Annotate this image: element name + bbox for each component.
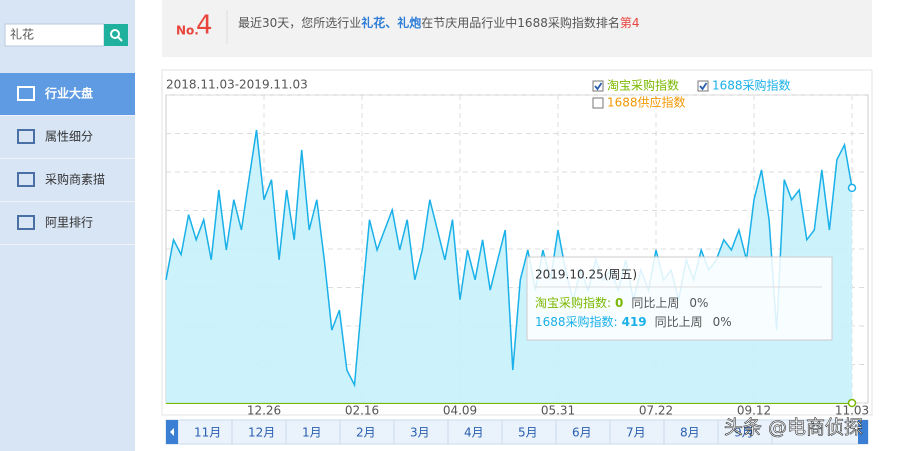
date-range: 2018.11.03-2019.11.03 <box>166 78 308 92</box>
watermark: 头条 @电商侦探 <box>724 417 863 439</box>
x-tick-label: 12.26 <box>247 404 281 418</box>
tooltip-label: 淘宝采购指数: <box>535 295 611 310</box>
month-label: 4月 <box>464 426 484 440</box>
month-label: 1月 <box>302 426 322 440</box>
x-tick-label: 04.09 <box>443 404 477 418</box>
tooltip-value: 419 <box>622 315 647 329</box>
menu-label: 采购商素描 <box>45 172 105 187</box>
search-text: 礼花 <box>10 27 34 42</box>
tooltip-compare: 同比上周 <box>655 315 703 329</box>
menu-label: 阿里排行 <box>45 216 93 230</box>
month-cell[interactable] <box>663 420 719 444</box>
nav-right[interactable] <box>858 420 868 444</box>
menu-icon <box>17 172 35 187</box>
hover-marker <box>847 183 857 193</box>
legend-label: 淘宝采购指数 <box>607 78 679 93</box>
search-icon <box>117 36 123 42</box>
month-cell[interactable] <box>555 420 611 444</box>
month-label: 8月 <box>680 426 700 440</box>
month-cell[interactable] <box>285 420 341 444</box>
tooltip-row: 1688采购指数: 419 同比上周 0% <box>535 314 732 329</box>
search-button[interactable] <box>104 24 128 46</box>
menu-item[interactable] <box>0 116 135 158</box>
check <box>594 82 603 91</box>
chart-frame <box>161 69 873 416</box>
tooltip <box>526 256 833 341</box>
month-cell[interactable] <box>231 420 287 444</box>
x-tick-label: 09.12 <box>737 404 771 418</box>
menu-icon <box>17 215 35 230</box>
month-label: 2月 <box>356 426 376 440</box>
legend-label: 1688采购指数 <box>712 78 791 93</box>
month-cell[interactable] <box>717 420 773 444</box>
text: 在节庆用品行业中1688采购指数排名 <box>421 15 620 30</box>
rank-text: 第4 <box>620 16 640 30</box>
legend-checkbox[interactable] <box>592 80 604 92</box>
header-box <box>162 0 872 57</box>
menu-label: 属性细分 <box>45 130 93 144</box>
month-label: 5月 <box>518 426 538 440</box>
tooltip-label: 1688采购指数: <box>535 314 618 329</box>
x-tick-label: 11.03 <box>835 404 869 418</box>
tooltip-row: 淘宝采购指数: 0 同比上周 0% <box>535 295 708 310</box>
month-label: 9月 <box>734 426 754 440</box>
tooltip-change: 0% <box>689 296 708 310</box>
legend-checkbox[interactable] <box>697 80 709 92</box>
rank-number: 4 <box>196 11 213 41</box>
legend-checkbox[interactable] <box>592 97 604 109</box>
hover-marker <box>847 398 857 408</box>
month-label: 11月 <box>194 426 221 440</box>
text: 最近30天，您所选行业 <box>238 15 361 30</box>
tooltip-change: 0% <box>713 315 732 329</box>
industry: 礼花、礼炮 <box>361 15 421 30</box>
tooltip-value: 0 <box>615 296 623 310</box>
rank-prefix: No. <box>176 24 199 38</box>
menu-label: 行业大盘 <box>44 86 93 101</box>
nav-arrow <box>170 428 174 436</box>
month-label: 12月 <box>248 426 275 440</box>
tooltip-compare: 同比上周 <box>631 296 679 310</box>
months: 11月 12月 1月 2月 3月 4月 5月 6月 7月 8月 9月 <box>178 420 773 444</box>
line <box>165 129 853 388</box>
month-label: 7月 <box>626 426 646 440</box>
tooltip-date: 2019.10.25(周五) <box>535 268 637 282</box>
x-tick-label: 07.22 <box>639 404 673 418</box>
menu-item[interactable] <box>0 159 135 201</box>
header-text: 最近30天，您所选行业礼花、礼炮在节庆用品行业中1688采购指数排名第4 <box>238 15 639 30</box>
month-cell[interactable] <box>447 420 503 444</box>
month-label: 3月 <box>410 426 430 440</box>
menu-icon <box>17 86 35 101</box>
menu-item[interactable] <box>0 202 135 244</box>
search-icon <box>110 29 120 39</box>
menu-icon <box>17 129 35 144</box>
month-label: 6月 <box>572 426 592 440</box>
x-tick-label: 02.16 <box>345 404 379 418</box>
x-tick-label: 05.31 <box>541 404 575 418</box>
menu-item[interactable] <box>0 73 135 115</box>
plot: 12.26 02.16 04.09 05.31 07.22 09.12 11.03 淘宝采购指… <box>165 78 869 445</box>
check <box>699 82 708 91</box>
month-cell[interactable] <box>393 420 449 444</box>
legend-label: 1688供应指数 <box>607 95 686 110</box>
